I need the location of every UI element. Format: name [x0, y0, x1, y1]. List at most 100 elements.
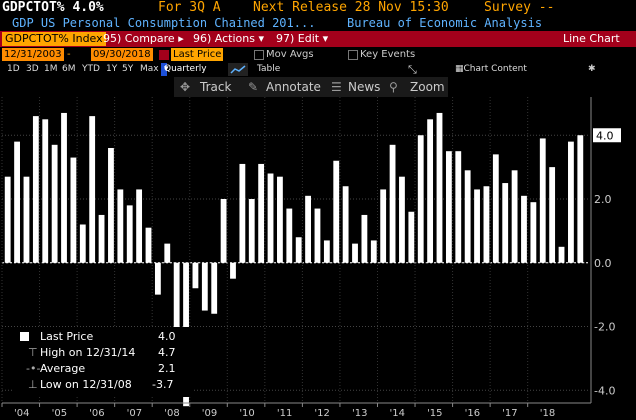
bar	[483, 186, 490, 263]
x-tick-label: '11	[277, 408, 292, 419]
track-icon: ✥	[180, 80, 191, 94]
x-tick-label: '09	[202, 408, 217, 419]
bar	[286, 208, 293, 263]
x-tick-label: '04	[14, 408, 29, 419]
bar	[70, 157, 77, 263]
bar	[492, 154, 499, 263]
bar	[408, 211, 415, 263]
bar	[258, 163, 265, 263]
expand-icon[interactable]: ⤡	[408, 63, 417, 76]
low-marker-icon: ⊥	[28, 378, 38, 391]
security-ticker-box[interactable]: GDPCTOT% Index	[2, 32, 106, 46]
actions-label: 96) Actions	[193, 32, 255, 45]
last-price-swatch	[20, 332, 29, 341]
x-tick-label: '05	[52, 408, 67, 419]
period-ytd[interactable]: YTD	[82, 64, 100, 74]
annotate-icon: ✎	[248, 80, 259, 94]
frequency-caret-icon: ▾	[164, 64, 169, 74]
frequency-label: Quarterly	[164, 64, 207, 74]
actions-caret-icon: ▾	[258, 32, 264, 45]
line-chart-icon[interactable]	[228, 63, 248, 76]
bar	[98, 214, 105, 263]
y-tick-label: -4.0	[594, 384, 615, 397]
frequency-dropdown[interactable]: Quarterly ▾	[161, 63, 207, 76]
date-separator: -	[67, 49, 71, 60]
news-icon: ☰	[331, 80, 342, 94]
actions-button[interactable]: 96) Actions ▾	[193, 32, 264, 46]
chart-content-icon: ▦	[455, 64, 464, 74]
bar	[521, 195, 527, 263]
legend-average-label: Average	[40, 362, 86, 375]
bar	[145, 227, 152, 263]
function-bar: GDPCTOT% Index 95) Compare ▸ 96) Actions…	[0, 31, 636, 47]
bar	[136, 189, 143, 263]
bar	[399, 176, 405, 263]
bar	[277, 176, 283, 263]
legend-low: ⊥ Low on 12/31/08 -3.7	[14, 377, 194, 392]
bar	[380, 189, 387, 263]
bar	[314, 208, 321, 263]
bar	[464, 170, 471, 263]
period-3d[interactable]: 3D	[26, 64, 39, 74]
end-date-field[interactable]: 09/30/2018	[91, 48, 153, 61]
x-tick-label: '10	[239, 408, 254, 419]
period-1d[interactable]: 1D	[7, 64, 20, 74]
last-price-color-swatch	[159, 50, 169, 60]
bar	[211, 262, 218, 314]
date-range-row: 12/31/2003 - 09/30/2018 Last Price Mov A…	[0, 47, 636, 62]
bar	[427, 119, 434, 263]
high-marker-icon: ⊤	[28, 346, 38, 359]
bar	[42, 119, 49, 263]
average-marker-icon: -•-	[26, 362, 41, 375]
bar	[61, 112, 67, 263]
key-events-label: Key Events	[360, 49, 416, 60]
news-button[interactable]: News	[348, 80, 381, 94]
annotate-button[interactable]: Annotate	[266, 80, 321, 94]
mov-avgs-checkbox[interactable]	[254, 50, 264, 60]
chart-toolbar: ✥ Track ✎ Annotate ☰ News ⚲ Zoom	[174, 77, 448, 97]
gear-icon[interactable]: ✱	[588, 64, 596, 74]
subtitle-row: GDP US Personal Consumption Chained 201.…	[0, 16, 636, 31]
bar	[558, 246, 565, 263]
mov-avgs-label: Mov Avgs	[266, 49, 314, 60]
zoom-button[interactable]: Zoom	[410, 80, 445, 94]
x-tick-label: '18	[540, 408, 555, 419]
key-events-checkbox[interactable]	[348, 50, 358, 60]
legend-high-label: High on 12/31/14	[40, 346, 136, 359]
x-tick-label: '16	[465, 408, 480, 419]
legend-last-price: Last Price 4.0	[14, 329, 194, 344]
x-tick-label: '12	[314, 408, 329, 419]
bar	[568, 141, 574, 263]
bar	[417, 135, 424, 263]
period-1y[interactable]: 1Y	[106, 64, 118, 74]
bar	[577, 135, 584, 263]
legend-average: -•- Average 2.1	[14, 361, 194, 376]
period-label: For 3Q A	[158, 0, 221, 15]
bar	[164, 243, 171, 263]
bar	[389, 144, 396, 263]
last-value-tag-label: 4.0	[596, 129, 614, 142]
period-1m[interactable]: 1M	[44, 64, 58, 74]
bar	[23, 176, 30, 263]
edit-button[interactable]: 97) Edit ▾	[276, 32, 328, 46]
chart-content-button[interactable]: ▦Chart Content	[455, 62, 527, 77]
start-date-field[interactable]: 12/31/2003	[2, 48, 64, 61]
chart-legend: Last Price 4.0 ⊤ High on 12/31/14 4.7 -•…	[14, 327, 194, 397]
bar	[154, 262, 161, 295]
legend-low-value: -3.7	[152, 378, 174, 391]
bar	[173, 262, 180, 381]
period-max[interactable]: Max	[140, 64, 159, 74]
x-tick-label: '07	[127, 408, 142, 419]
compare-button[interactable]: 95) Compare ▸	[103, 32, 184, 46]
track-button[interactable]: Track	[200, 80, 232, 94]
bar	[305, 195, 311, 263]
period-6m[interactable]: 6M	[62, 64, 76, 74]
field-dropdown[interactable]: Last Price	[171, 48, 224, 61]
table-button[interactable]: Table	[257, 64, 281, 74]
legend-low-label: Low on 12/31/08	[40, 378, 132, 391]
period-5y[interactable]: 5Y	[122, 64, 134, 74]
bar	[79, 224, 86, 263]
bar	[117, 189, 124, 263]
bar	[511, 170, 518, 263]
legend-average-value: 2.1	[158, 362, 176, 375]
